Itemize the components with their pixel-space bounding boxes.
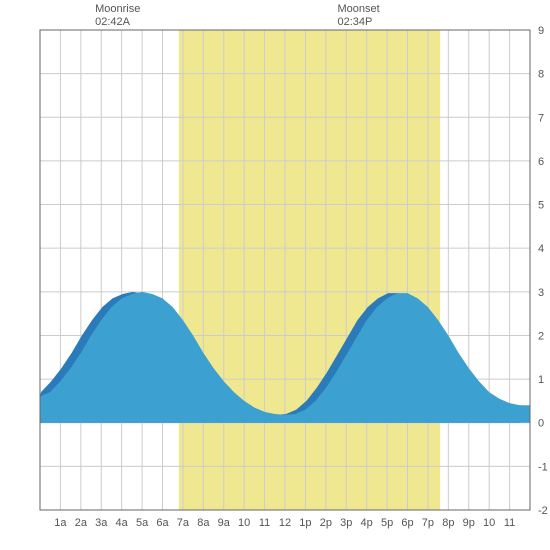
x-tick-label: 10 xyxy=(238,517,250,529)
x-tick-label: 1a xyxy=(54,517,67,529)
x-tick-label: 9a xyxy=(218,517,231,529)
x-tick-label: 8a xyxy=(197,517,210,529)
y-tick-label: 7 xyxy=(538,112,544,124)
y-tick-label: 6 xyxy=(538,156,544,168)
rise-time: 02:42A xyxy=(95,16,131,28)
y-tick-label: 4 xyxy=(538,243,544,255)
y-tick-label: -1 xyxy=(538,461,548,473)
x-tick-label: 6a xyxy=(156,517,169,529)
y-tick-label: 9 xyxy=(538,25,544,37)
y-tick-label: 0 xyxy=(538,418,544,430)
y-tick-label: 3 xyxy=(538,287,544,299)
y-tick-label: 2 xyxy=(538,330,544,342)
daylight-band xyxy=(179,30,440,510)
x-tick-label: 9p xyxy=(463,517,475,529)
x-tick-label: 11 xyxy=(504,517,515,529)
y-tick-label: -2 xyxy=(538,505,548,517)
x-tick-label: 10 xyxy=(483,517,495,529)
x-tick-label: 2p xyxy=(320,517,332,529)
x-tick-label: 8p xyxy=(442,517,454,529)
x-tick-label: 2a xyxy=(75,517,88,529)
x-tick-label: 6p xyxy=(401,517,413,529)
y-tick-label: 8 xyxy=(538,69,544,81)
set-label: Moonset xyxy=(337,3,379,15)
tide-chart: 1a2a3a4a5a6a7a8a9a1011121p2p3p4p5p6p7p8p… xyxy=(0,0,550,550)
set-time: 02:34P xyxy=(337,16,372,28)
x-tick-label: 3a xyxy=(95,517,108,529)
x-tick-label: 11 xyxy=(259,517,270,529)
x-tick-label: 5a xyxy=(136,517,149,529)
x-tick-label: 7a xyxy=(177,517,190,529)
x-tick-label: 7p xyxy=(422,517,434,529)
chart-svg: 1a2a3a4a5a6a7a8a9a1011121p2p3p4p5p6p7p8p… xyxy=(0,0,550,550)
y-tick-label: 5 xyxy=(538,200,544,212)
x-tick-label: 12 xyxy=(279,517,291,529)
x-tick-label: 5p xyxy=(381,517,393,529)
x-tick-label: 1p xyxy=(299,517,311,529)
x-tick-label: 4p xyxy=(361,517,373,529)
y-tick-label: 1 xyxy=(538,374,544,386)
x-tick-label: 3p xyxy=(340,517,352,529)
rise-label: Moonrise xyxy=(95,3,140,15)
x-tick-label: 4a xyxy=(116,517,129,529)
